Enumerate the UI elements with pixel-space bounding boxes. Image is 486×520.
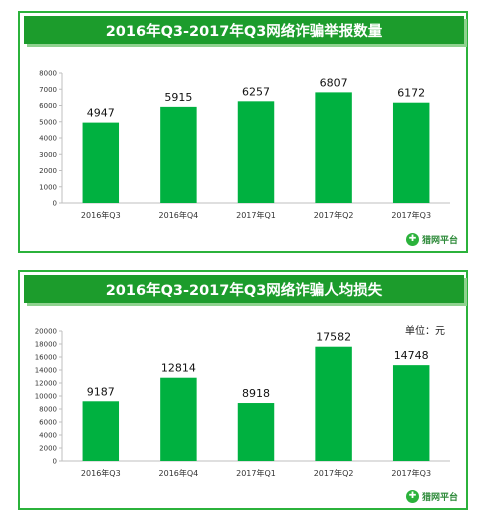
chart-title: 2016年Q3-2017年Q3网络诈骗人均损失 — [24, 275, 464, 303]
bar — [392, 365, 430, 461]
x-tick-label: 2017年Q1 — [236, 210, 276, 220]
y-tick-label: 0 — [53, 200, 57, 208]
data-label: 12814 — [161, 362, 196, 375]
chart-panel-reports: 2016年Q3-2017年Q3网络诈骗举报数量 0 1000 2000 3000 400… — [18, 11, 468, 253]
y-tick-label: 2000 — [39, 445, 57, 453]
bar — [237, 101, 275, 203]
bar — [237, 403, 275, 461]
chart-panel-loss: 2016年Q3-2017年Q3网络诈骗人均损失 单位：元 0 2000 4000 60… — [18, 270, 468, 510]
y-tick-label: 16000 — [35, 354, 57, 362]
data-label: 9187 — [87, 385, 115, 398]
chart-title: 2016年Q3-2017年Q3网络诈骗举报数量 — [24, 16, 464, 44]
y-tick-label: 1000 — [39, 183, 57, 191]
avg-loss-chart: 0 2000 4000 6000 8000 10000 12000 14000 16000 180… — [35, 328, 450, 478]
y-tick-label: 10000 — [35, 393, 57, 401]
data-label: 14748 — [394, 349, 429, 362]
platform-logo: ✚ 猎网平台 — [405, 490, 458, 503]
logo-text: 猎网平台 — [421, 236, 458, 246]
bar — [392, 102, 430, 203]
y-tick-label: 18000 — [35, 341, 57, 349]
logo-text: 猎网平台 — [421, 493, 458, 503]
y-tick-label: 5000 — [39, 118, 57, 126]
unit-label: 单位：元 — [405, 326, 445, 337]
data-label: 4947 — [87, 107, 115, 120]
data-label: 17582 — [316, 331, 351, 344]
x-tick-label: 2017年Q3 — [391, 468, 431, 478]
bar — [82, 401, 120, 461]
data-label: 6172 — [397, 87, 425, 100]
x-tick-label: 2016年Q3 — [81, 210, 121, 220]
x-tick-label: 2016年Q4 — [159, 210, 199, 220]
x-tick-label: 2017年Q2 — [314, 210, 354, 220]
data-label: 6807 — [320, 76, 348, 89]
data-label: 8918 — [242, 387, 270, 400]
y-tick-label: 4000 — [39, 432, 57, 440]
x-tick-label: 2016年Q3 — [81, 468, 121, 478]
shield-leaf-icon: ✚ — [405, 233, 419, 246]
y-tick-label: 7000 — [39, 86, 57, 94]
bar — [315, 92, 352, 203]
platform-logo: ✚ 猎网平台 — [405, 233, 458, 246]
x-tick-label: 2016年Q4 — [159, 468, 199, 478]
bar — [315, 346, 352, 461]
y-tick-label: 12000 — [35, 380, 57, 388]
y-tick-label: 14000 — [35, 367, 57, 375]
report-count-chart: 0 1000 2000 3000 4000 5000 6000 7000 8000 4947 201… — [39, 70, 450, 220]
x-tick-label: 2017年Q3 — [391, 210, 431, 220]
y-tick-label: 8000 — [39, 406, 57, 414]
y-tick-label: 0 — [53, 458, 57, 466]
x-tick-label: 2017年Q2 — [314, 468, 354, 478]
y-tick-label: 6000 — [39, 102, 57, 110]
x-tick-label: 2017年Q1 — [236, 468, 276, 478]
y-tick-label: 4000 — [39, 135, 57, 143]
y-tick-label: 6000 — [39, 419, 57, 427]
bar — [82, 122, 120, 203]
bar — [160, 106, 197, 203]
y-tick-label: 2000 — [39, 167, 57, 175]
bar — [160, 377, 197, 461]
y-tick-label: 3000 — [39, 151, 57, 159]
shield-leaf-icon: ✚ — [405, 490, 419, 503]
data-label: 6257 — [242, 85, 270, 98]
y-tick-label: 20000 — [35, 328, 57, 336]
y-tick-label: 8000 — [39, 70, 57, 78]
data-label: 5915 — [164, 91, 192, 104]
